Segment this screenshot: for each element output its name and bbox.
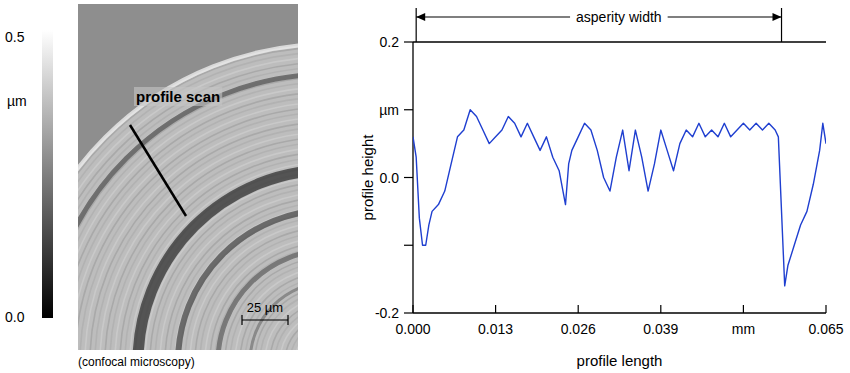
label-patch xyxy=(134,87,222,106)
x-tick-label: mm xyxy=(732,321,755,337)
y-axis-title: profile height xyxy=(359,134,376,221)
ring-band xyxy=(178,210,298,350)
asperity-label: asperity width xyxy=(576,9,662,25)
colorbar-label: µm xyxy=(7,93,27,109)
arrow-head xyxy=(773,13,782,21)
x-tick xyxy=(660,305,661,313)
ring xyxy=(78,77,298,350)
x-tick xyxy=(825,305,826,313)
micrograph xyxy=(78,4,298,350)
x-tick xyxy=(495,305,496,313)
ring xyxy=(78,57,298,350)
ring xyxy=(90,122,298,350)
y-tick xyxy=(404,312,413,313)
y-tick-label: -0.2 xyxy=(375,305,399,321)
colorbar-tick-label: 0.5 xyxy=(5,29,25,45)
scale-bar-end xyxy=(287,315,288,325)
ring xyxy=(78,87,298,350)
ring xyxy=(110,142,298,350)
y-tick-label: µm xyxy=(379,102,399,118)
label-patch xyxy=(570,9,668,25)
y-tick-label: 0.2 xyxy=(380,34,400,50)
profile-scan-line xyxy=(130,125,186,216)
x-axis-title: profile length xyxy=(577,352,663,369)
x-tick-label: 0.026 xyxy=(561,321,596,337)
y-tick xyxy=(404,41,413,42)
ring xyxy=(78,82,298,350)
ring-band xyxy=(218,250,298,350)
x-axis xyxy=(413,312,826,313)
scale-bar-end xyxy=(241,315,242,325)
x-tick-label: 0.013 xyxy=(478,321,513,337)
colorbar-tick-label: 0.0 xyxy=(5,309,25,325)
y-tick xyxy=(404,177,413,178)
ring xyxy=(78,72,298,350)
ring xyxy=(78,52,298,350)
scale-bar xyxy=(242,319,288,320)
frame-top xyxy=(413,41,826,42)
x-tick xyxy=(412,305,413,313)
profile-line xyxy=(413,110,826,286)
y-tick-label: 0.0 xyxy=(380,170,400,186)
ring-band xyxy=(138,170,298,350)
y-minor-tick xyxy=(404,245,413,246)
ring xyxy=(235,267,298,350)
asperity-marker xyxy=(781,8,782,42)
x-tick-label: 0.065 xyxy=(808,321,843,337)
x-tick xyxy=(578,305,579,313)
ring xyxy=(78,47,298,350)
ring xyxy=(78,67,298,350)
ring xyxy=(78,62,298,350)
ring-band xyxy=(78,74,298,350)
ring-band xyxy=(250,282,298,350)
specimen xyxy=(78,44,298,350)
caption: (confocal microscopy) xyxy=(78,355,195,369)
ring xyxy=(85,117,298,350)
x-tick-label: 0.039 xyxy=(643,321,678,337)
plot-area xyxy=(413,110,826,286)
y-tick xyxy=(404,109,413,110)
figure: profile scan 25 µm (confocal microscopy) 0.… xyxy=(0,0,850,373)
annotation: profile scan xyxy=(136,88,220,105)
asperity-marker xyxy=(416,8,417,42)
colorbar xyxy=(42,30,53,318)
x-tick-label: 0.000 xyxy=(395,321,430,337)
scale-bar-label: 25 µm xyxy=(247,300,283,315)
arrow-head xyxy=(416,13,425,21)
ring-band xyxy=(78,44,298,350)
ring xyxy=(100,132,298,350)
x-tick xyxy=(743,305,744,313)
